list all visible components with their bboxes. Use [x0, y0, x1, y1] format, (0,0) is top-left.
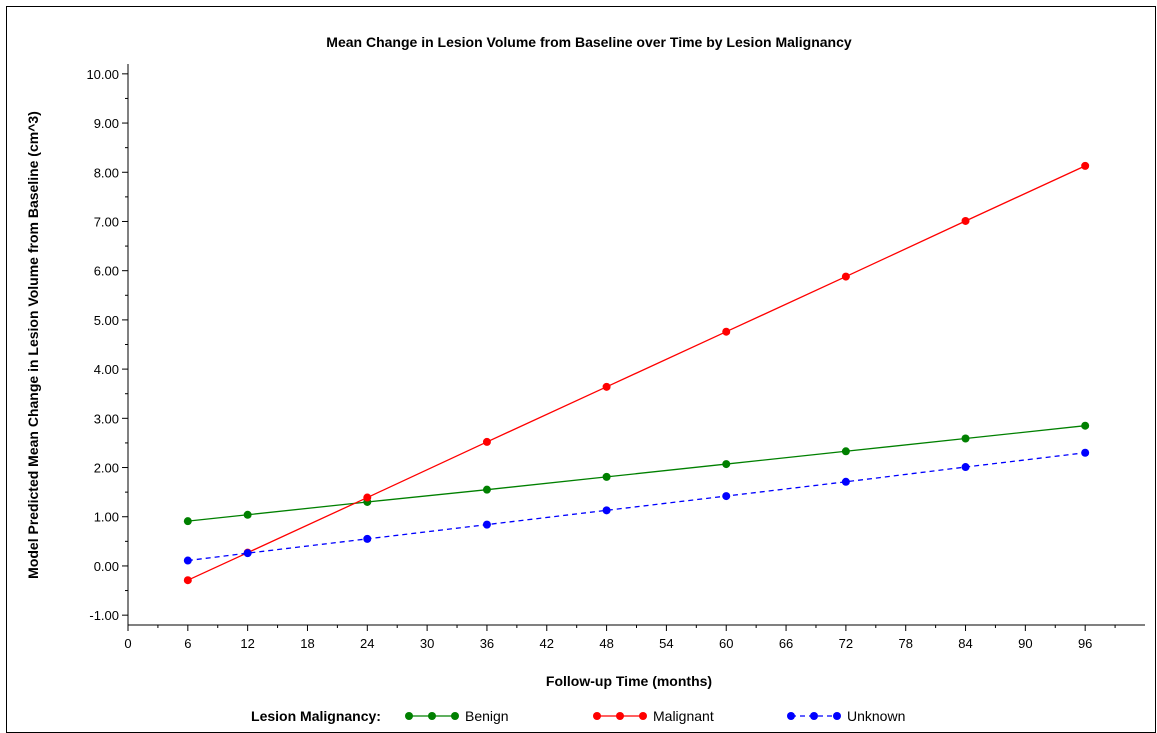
x-tick-label-4: 24: [360, 636, 374, 651]
point-benign-7: [961, 434, 970, 443]
x-tick-label-7: 42: [540, 636, 554, 651]
point-benign-3: [482, 485, 491, 494]
legend-marker-benign: [428, 712, 436, 720]
y-tick-label-7: 6.00: [94, 264, 119, 279]
x-tick-label-12: 72: [839, 636, 853, 651]
legend-title: Lesion Malignancy:: [251, 708, 381, 724]
y-tick-label-6: 5.00: [94, 313, 119, 328]
point-malignant-8: [1081, 161, 1090, 170]
point-unknown-0: [183, 556, 192, 565]
point-unknown-3: [482, 520, 491, 529]
y-axis-label: Model Predicted Mean Change in Lesion Vo…: [25, 111, 41, 579]
x-tick-label-5: 30: [420, 636, 434, 651]
y-tick-label-8: 7.00: [94, 214, 119, 229]
legend-marker-unknown: [810, 712, 818, 720]
series-line-malignant: [187, 165, 1086, 581]
point-malignant-2: [363, 493, 372, 502]
plot-area: 0 6 12 18 24 30 36 42 48 54 60 66 72 78 84 90 96 -1.00 0.0…: [86, 64, 1145, 651]
y-tick-label-9: 8.00: [94, 165, 119, 180]
x-tick-label-15: 90: [1018, 636, 1032, 651]
x-tick-label-3: 18: [300, 636, 314, 651]
legend-marker-benign: [451, 712, 459, 720]
x-tick-label-16: 96: [1078, 636, 1092, 651]
x-tick-label-10: 60: [719, 636, 733, 651]
legend-marker-unknown: [833, 712, 841, 720]
point-benign-1: [243, 510, 252, 519]
legend-marker-malignant: [639, 712, 647, 720]
x-tick-label-9: 54: [659, 636, 673, 651]
x-tick-label-2: 12: [240, 636, 254, 651]
series-line-unknown: [187, 452, 1086, 562]
y-tick-label-11: 10.00: [86, 67, 119, 82]
point-unknown-6: [841, 477, 850, 486]
y-tick-label-5: 4.00: [94, 362, 119, 377]
y-tick-label-1: 0.00: [94, 559, 119, 574]
x-tick-label-14: 84: [958, 636, 972, 651]
x-tick-label-13: 78: [898, 636, 912, 651]
point-unknown-1: [243, 549, 252, 558]
point-benign-5: [722, 460, 731, 469]
point-benign-6: [841, 447, 850, 456]
point-malignant-3: [482, 437, 491, 446]
point-malignant-5: [722, 327, 731, 336]
point-malignant-7: [961, 216, 970, 225]
legend-label-benign: Benign: [465, 708, 509, 724]
x-tick-label-11: 66: [779, 636, 793, 651]
legend-label-unknown: Unknown: [847, 708, 905, 724]
y-tick-label-4: 3.00: [94, 411, 119, 426]
legend-marker-malignant: [616, 712, 624, 720]
x-tick-label-0: 0: [124, 636, 131, 651]
point-benign-4: [602, 472, 611, 481]
y-tick-label-10: 9.00: [94, 116, 119, 131]
point-unknown-8: [1081, 448, 1090, 457]
chart-title: Mean Change in Lesion Volume from Baseli…: [326, 34, 852, 50]
point-malignant-6: [841, 272, 850, 281]
y-tick-label-0: -1.00: [89, 608, 119, 623]
x-axis-label: Follow-up Time (months): [546, 673, 712, 689]
point-benign-0: [183, 517, 192, 526]
legend-marker-malignant: [593, 712, 601, 720]
x-tick-label-8: 48: [599, 636, 613, 651]
legend: Lesion Malignancy: Benign Malignant Unknow…: [251, 708, 905, 724]
x-tick-label-6: 36: [480, 636, 494, 651]
y-tick-label-3: 2.00: [94, 461, 119, 476]
x-tick-label-1: 6: [184, 636, 191, 651]
point-unknown-4: [602, 506, 611, 515]
y-tick-label-2: 1.00: [94, 510, 119, 525]
point-unknown-2: [363, 534, 372, 543]
point-unknown-7: [961, 463, 970, 472]
point-unknown-5: [722, 492, 731, 501]
point-malignant-4: [602, 382, 611, 391]
legend-marker-benign: [405, 712, 413, 720]
point-malignant-0: [183, 576, 192, 585]
point-benign-8: [1081, 421, 1090, 430]
legend-label-malignant: Malignant: [653, 708, 714, 724]
legend-marker-unknown: [787, 712, 795, 720]
